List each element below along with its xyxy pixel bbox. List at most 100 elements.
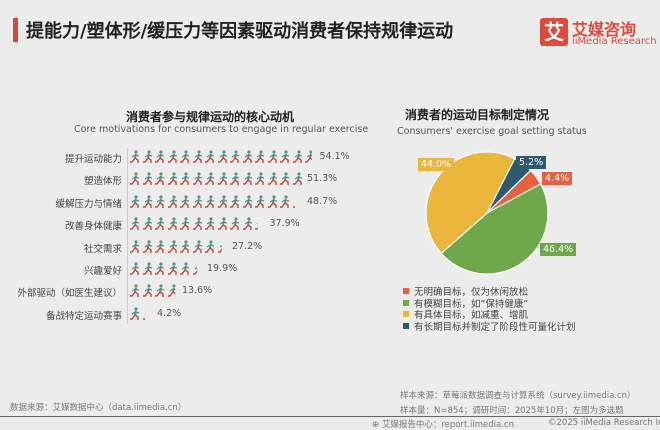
left-chart-subtitle: Core motivations for consumers to engage… (74, 124, 369, 135)
runner-icon (280, 150, 290, 163)
runner-icon (130, 239, 140, 253)
runner-icon (192, 150, 202, 163)
category-label: 备战特定运动赛事 (45, 310, 122, 322)
runner-icon (142, 195, 152, 208)
axis-line (127, 148, 128, 324)
runner-icon (142, 150, 152, 163)
runner-icon (230, 217, 240, 231)
runner-icon (130, 172, 140, 186)
runner-icon (280, 195, 290, 208)
runner-icon (192, 217, 202, 231)
runner-icon (180, 217, 190, 231)
legend-swatch (403, 288, 409, 294)
runner-icon (180, 195, 190, 208)
value-label: 13.6% (182, 285, 213, 297)
runner-icon (255, 150, 265, 163)
logo-subtitle: iiMedia Research (572, 36, 657, 47)
runner-icon (130, 195, 140, 208)
sample-size: 样本量：N=854；调研时间：2025年10月；左图为多选题 (400, 406, 624, 416)
legend-label: 有模糊目标，如“保持健康” (414, 298, 529, 310)
slice-label: 5.2% (516, 156, 547, 169)
pie-slice (440, 183, 549, 275)
runner-icon (205, 195, 215, 208)
runner-icon (217, 217, 227, 231)
pie-slice (425, 151, 516, 255)
runner-icon (305, 150, 312, 163)
slice-label: 4.4% (542, 172, 573, 185)
runner-icon (142, 313, 145, 320)
legend-item: 有长期目标并制定了阶段性可量化计划 (403, 319, 576, 333)
title-accent-bar (13, 18, 18, 42)
runner-icon (167, 284, 175, 298)
legend-label: 有具体目标，如减重、增肌 (414, 310, 529, 321)
legend-swatch (403, 299, 409, 306)
report-center-link[interactable]: ⊕ 艾媒报告中心：report.iimedia.cn (372, 418, 514, 430)
legend-swatch (403, 322, 409, 329)
runner-icon (155, 172, 165, 186)
legend-swatch (403, 311, 409, 317)
runner-icon (167, 150, 177, 163)
value-label: 27.2% (232, 240, 263, 252)
runner-icon (155, 284, 165, 298)
runner-icon (130, 217, 140, 231)
runner-icon (167, 172, 177, 186)
runner-icon (192, 195, 202, 208)
runner-icon (217, 172, 227, 186)
category-label: 社交需求 (83, 243, 122, 255)
runner-icon (242, 217, 252, 231)
runner-icon (155, 150, 165, 163)
runner-icon (217, 150, 227, 163)
left-chart-title: 消费者参与规律运动的核心动机 (125, 110, 294, 124)
runner-icon (267, 150, 277, 163)
right-chart-title: 消费者的运动目标制定情况 (405, 108, 550, 122)
runner-icon (142, 239, 152, 253)
runner-icon (130, 284, 140, 298)
runner-icon (242, 150, 252, 163)
legend-label: 无明确目标，仅为休闲放松 (414, 287, 529, 298)
runner-icon (280, 172, 290, 186)
report-center-text: 艾媒报告中心：report.iimedia.cn (381, 420, 514, 430)
runner-icon (255, 195, 265, 208)
value-label: 4.2% (157, 307, 182, 319)
runner-icon (155, 217, 165, 231)
value-label: 37.9% (269, 218, 300, 230)
runner-icon (167, 262, 177, 275)
legend-item: 有模糊目标，如“保持健康” (403, 296, 528, 310)
slice-label: 44.0% (418, 158, 455, 171)
sample-source: 样本来源：草莓派数据调查与计算系统（survey.iimedia.cn） (400, 391, 636, 401)
runner-icon (180, 262, 190, 275)
runner-icon (167, 195, 177, 208)
slice-label: 46.4% (540, 243, 577, 256)
logo-name: 艾媒咨询 (572, 20, 637, 39)
runner-icon (130, 150, 140, 163)
runner-icon (180, 239, 190, 253)
legend-item: 无明确目标，仅为休闲放松 (403, 284, 528, 298)
runner-icon (155, 262, 165, 275)
runner-icon (142, 284, 152, 298)
category-label: 提升运动能力 (64, 154, 122, 165)
value-label: 51.3% (307, 173, 338, 185)
runner-icon (292, 201, 295, 208)
runner-icon (255, 223, 258, 230)
value-label: 54.1% (319, 151, 350, 162)
runner-icon (130, 307, 140, 320)
runner-icon (142, 262, 152, 275)
runner-icon (267, 195, 277, 208)
runner-icon (242, 195, 252, 208)
category-label: 改善身体健康 (64, 221, 122, 233)
footer-divider (0, 416, 660, 417)
runner-icon (180, 150, 190, 163)
runner-icon (205, 150, 215, 163)
category-label: 兴趣爱好 (83, 266, 122, 277)
runner-icon (267, 172, 277, 186)
runner-icon (230, 172, 240, 186)
legend-item: 有具体目标，如减重、增肌 (403, 307, 528, 321)
runner-icon (167, 217, 177, 231)
value-label: 19.9% (207, 263, 238, 274)
category-label: 缓解压力与情绪 (55, 198, 122, 210)
runner-icon (155, 239, 165, 253)
runner-icon (255, 172, 265, 186)
category-label: 塑造体形 (83, 176, 122, 188)
pie-chart (425, 151, 549, 275)
runner-icon (192, 266, 197, 275)
